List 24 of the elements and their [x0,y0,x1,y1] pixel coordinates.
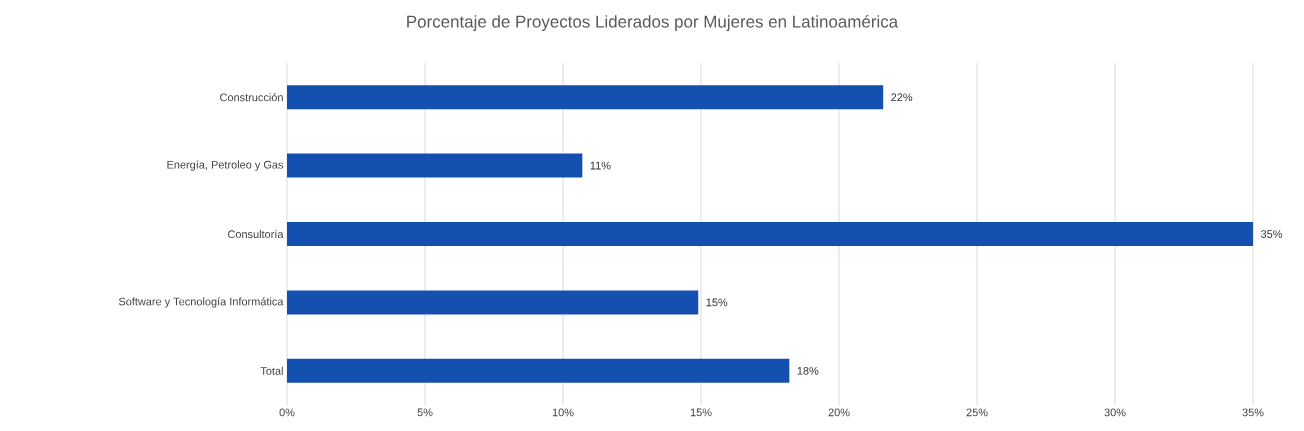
data-label: 15% [706,298,728,307]
chart-title: Porcentaje de Proyectos Liderados por Mujeres en Latinoamérica [407,15,899,31]
data-label: 22% [891,93,913,102]
bar [287,358,790,383]
x-tick-label: 5% [417,408,433,417]
bar [287,153,583,178]
data-label: 18% [797,366,819,375]
y-tick-label: Total [260,366,283,375]
x-tick-label: 30% [1104,408,1126,417]
x-tick-label: 15% [690,408,712,417]
x-tick-label: 20% [828,408,850,417]
y-tick-label: Construcción [220,93,283,102]
data-label: 35% [1260,230,1283,238]
data-label: 11% [590,161,611,170]
bar [287,85,884,110]
x-tick-label: 0% [279,408,295,417]
y-tick-label: Consultoría [228,229,284,239]
y-tick-label: Software y Tecnología Informática [118,297,284,308]
bar [287,290,699,315]
y-tick-label: Energía, Petroleo y Gas [167,160,284,171]
x-tick-label: 35% [1242,408,1264,417]
x-tick-label: 10% [552,408,574,417]
x-tick-label: 25% [966,408,988,417]
bar [287,222,1254,246]
